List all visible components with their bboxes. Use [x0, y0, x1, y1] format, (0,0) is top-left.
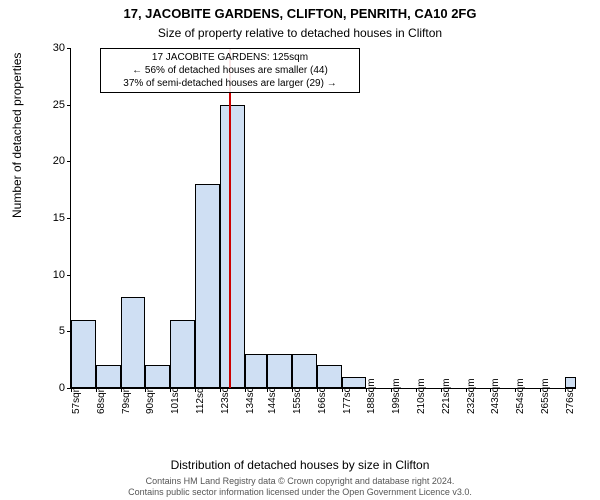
- histogram-bar: [71, 320, 96, 388]
- y-tick-label: 25: [53, 99, 65, 111]
- property-marker-line: [229, 48, 231, 388]
- x-axis-label: Distribution of detached houses by size …: [0, 458, 600, 472]
- histogram-bar: [145, 365, 170, 388]
- y-tick-label: 30: [53, 42, 65, 54]
- x-tick-label: 210sqm: [416, 378, 427, 414]
- y-tick-label: 0: [59, 382, 65, 394]
- y-axis-label: Number of detached properties: [10, 53, 24, 218]
- x-tick-label: 68sqm: [96, 384, 107, 414]
- chart-title-sub: Size of property relative to detached ho…: [0, 26, 600, 40]
- histogram-bar: [220, 105, 245, 388]
- x-tick-label: 243sqm: [490, 378, 501, 414]
- x-tick-label: 57sqm: [71, 384, 82, 414]
- histogram-bar: [267, 354, 292, 388]
- property-size-chart: 17, JACOBITE GARDENS, CLIFTON, PENRITH, …: [0, 0, 600, 500]
- x-tick-label: 90sqm: [145, 384, 156, 414]
- histogram-bar: [121, 297, 146, 388]
- y-tick-mark: [67, 275, 71, 276]
- x-tick-label: 188sqm: [366, 378, 377, 414]
- plot-area: 57sqm68sqm79sqm90sqm101sqm112sqm123sqm13…: [70, 48, 576, 389]
- histogram-bar: [565, 377, 576, 388]
- info-line-2: ← 56% of detached houses are smaller (44…: [105, 64, 355, 77]
- x-tick-label: 79sqm: [121, 384, 132, 414]
- x-tick-label: 254sqm: [515, 378, 526, 414]
- histogram-bar: [292, 354, 317, 388]
- info-line-1: 17 JACOBITE GARDENS: 125sqm: [105, 51, 355, 64]
- y-tick-mark: [67, 161, 71, 162]
- y-tick-label: 5: [59, 325, 65, 337]
- histogram-bar: [245, 354, 268, 388]
- histogram-bar: [317, 365, 342, 388]
- y-tick-mark: [67, 105, 71, 106]
- info-line-3: 37% of semi-detached houses are larger (…: [105, 77, 355, 90]
- x-tick-label: 265sqm: [540, 378, 551, 414]
- y-tick-label: 15: [53, 212, 65, 224]
- y-tick-label: 20: [53, 155, 65, 167]
- footer-line-2: Contains public sector information licen…: [0, 487, 600, 498]
- x-tick-label: 199sqm: [391, 378, 402, 414]
- histogram-bar: [342, 377, 367, 388]
- y-tick-mark: [67, 218, 71, 219]
- y-tick-mark: [67, 48, 71, 49]
- x-tick-label: 221sqm: [441, 378, 452, 414]
- histogram-bar: [170, 320, 195, 388]
- info-box: 17 JACOBITE GARDENS: 125sqm ← 56% of det…: [100, 48, 360, 93]
- x-tick-label: 232sqm: [466, 378, 477, 414]
- chart-title-main: 17, JACOBITE GARDENS, CLIFTON, PENRITH, …: [0, 6, 600, 21]
- y-tick-label: 10: [53, 269, 65, 281]
- histogram-bar: [195, 184, 220, 388]
- footer-note: Contains HM Land Registry data © Crown c…: [0, 476, 600, 498]
- histogram-bar: [96, 365, 121, 388]
- footer-line-1: Contains HM Land Registry data © Crown c…: [0, 476, 600, 487]
